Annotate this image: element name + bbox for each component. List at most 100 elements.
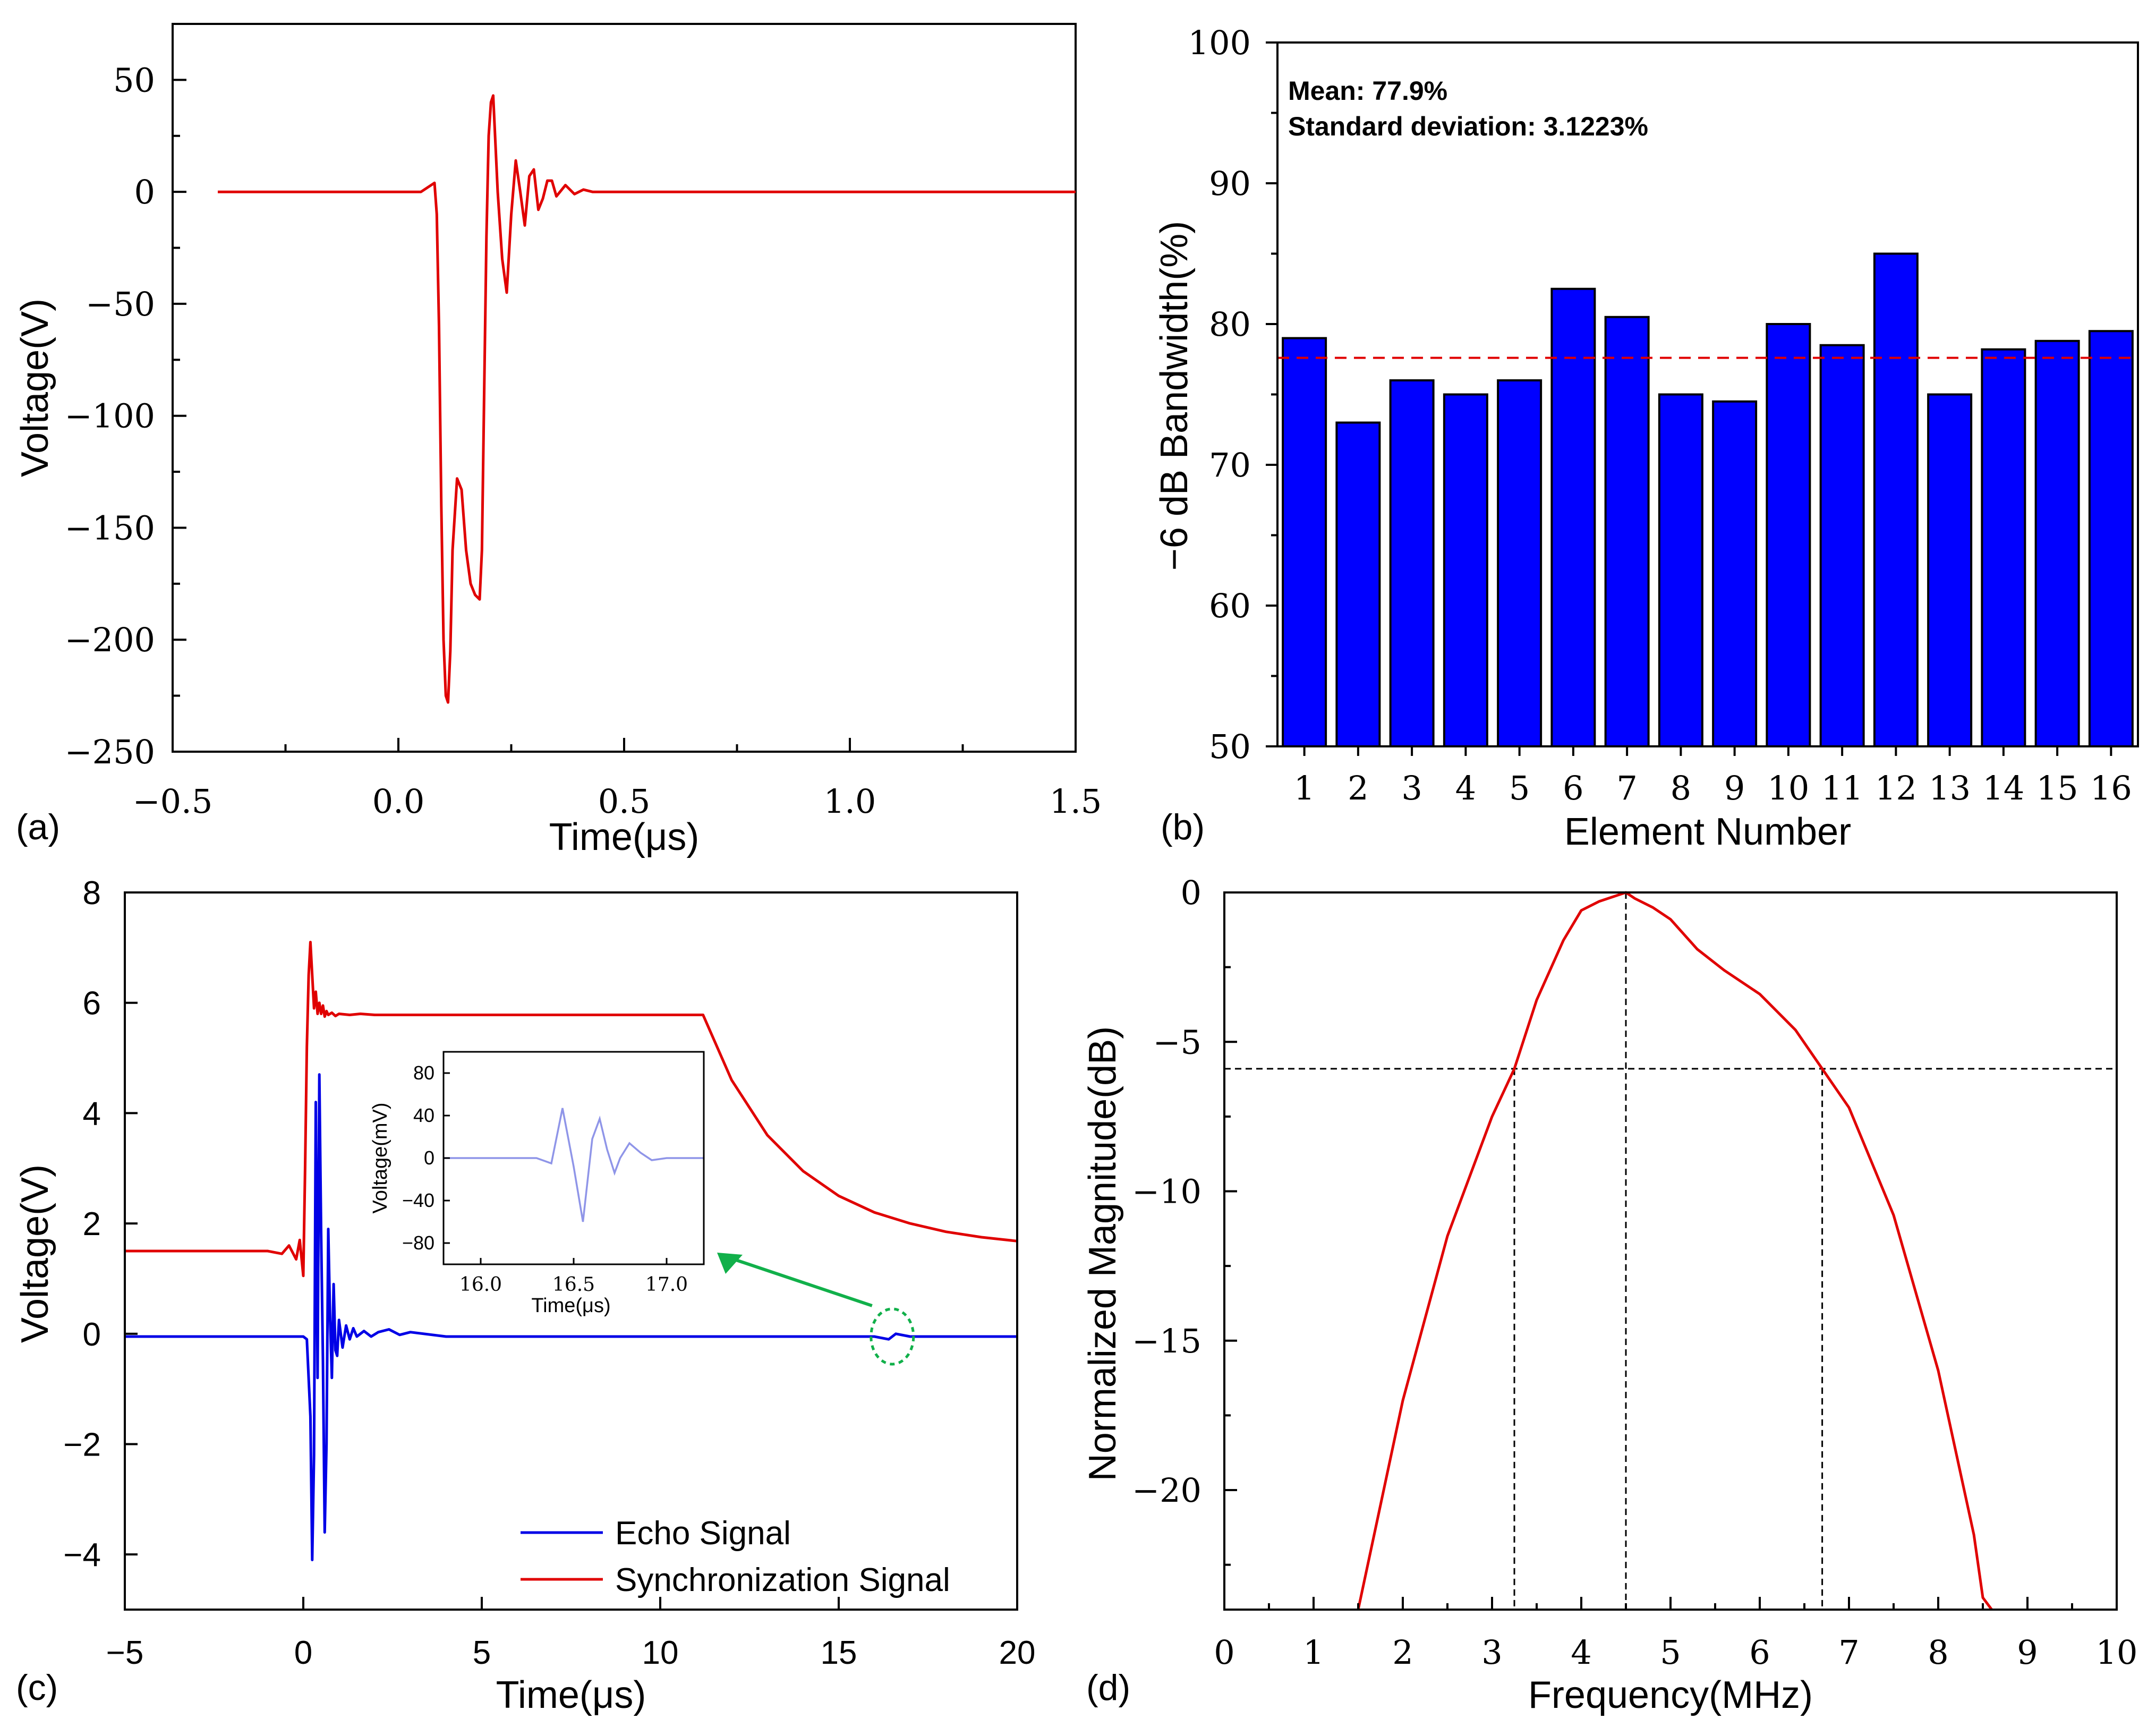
y-tick-label: −10 — [1132, 1172, 1201, 1211]
y-axis-label: Voltage(V) — [14, 1164, 56, 1343]
x-tick-label: 11 — [1821, 769, 1863, 807]
x-tick-label: 3 — [1481, 1633, 1502, 1672]
plot-frame — [1223, 891, 2118, 1611]
y-tick-label: −4 — [63, 1537, 101, 1573]
series-line — [218, 94, 1076, 704]
x-tick-label: 1 — [1294, 769, 1315, 807]
legend-label: Synchronization Signal — [615, 1562, 950, 1598]
y-tick-label: 6 — [83, 985, 101, 1022]
panel-label: (a) — [16, 807, 60, 847]
bar — [1927, 393, 1973, 747]
bar — [2088, 330, 2134, 747]
panel-label: (d) — [1086, 1668, 1130, 1708]
bar — [1712, 400, 1758, 747]
y-tick-label: 100 — [1188, 23, 1251, 62]
bar — [1819, 344, 1865, 747]
x-tick-label: 10 — [1767, 769, 1809, 807]
echo-signal-line — [125, 1073, 1017, 1561]
y-tick-label: 80 — [1209, 305, 1251, 344]
y-tick-label: 90 — [1209, 164, 1251, 203]
x-tick-label: 2 — [1348, 769, 1368, 807]
callout-arrow — [732, 1257, 873, 1307]
x-tick-label: 15 — [821, 1635, 857, 1671]
inset-chart: 16.0 16.5 17.0 80 40 0 −40 −80 Time(μs) Voltage(m… — [369, 1051, 705, 1317]
x-tick-label: 6 — [1749, 1633, 1770, 1672]
y-tick-label: −150 — [65, 508, 155, 547]
y-tick-label: −250 — [65, 733, 155, 771]
x-tick-label: 13 — [1929, 769, 1971, 807]
y-tick-label: 0 — [1181, 873, 1201, 912]
x-tick-label: 5 — [1660, 1633, 1681, 1672]
x-tick-label: 10 — [642, 1635, 679, 1671]
y-tick-label: 50 — [113, 61, 155, 99]
y-tick-label: 0 — [83, 1316, 101, 1353]
y-tick-label: −2 — [63, 1426, 101, 1463]
highlight-circle — [870, 1307, 915, 1366]
mean-annotation: Mean: 77.9% — [1288, 76, 1447, 106]
inset-x-tick-label: 16.0 — [459, 1274, 502, 1296]
y-tick-label: −15 — [1132, 1322, 1201, 1360]
y-tick-label: −20 — [1132, 1471, 1201, 1510]
panel-b: 1 2 3 4 5 6 7 8 9 10 11 12 13 14 15 165060708090100Mean… — [1153, 23, 2139, 853]
std-annotation: Standard deviation: 3.1223% — [1288, 112, 1648, 141]
x-tick-label: 0 — [1214, 1633, 1234, 1672]
x-axis-label: Frequency(MHz) — [1528, 1674, 1813, 1716]
y-axis-label: −6 dB Bandwidth(%) — [1153, 221, 1196, 571]
y-tick-label: 0 — [134, 173, 155, 211]
series-line — [1357, 891, 1993, 1611]
plot-frame — [172, 23, 1077, 753]
y-tick-label: 60 — [1209, 586, 1251, 625]
legend-label: Echo Signal — [615, 1515, 791, 1552]
inset-y-tick-label: −80 — [402, 1232, 434, 1254]
x-tick-label: 15 — [2036, 769, 2078, 807]
x-tick-label: 9 — [1724, 769, 1745, 807]
y-tick-label: 8 — [83, 875, 101, 912]
bar — [1604, 316, 1650, 747]
sync-signal-line — [125, 941, 1018, 1278]
x-axis-label: Time(μs) — [549, 816, 700, 858]
bar — [1443, 393, 1488, 747]
inset-x-axis-label: Time(μs) — [531, 1295, 610, 1317]
bar — [1335, 421, 1381, 747]
legend: Echo Signal Synchronization Signal — [521, 1515, 950, 1598]
inset-y-tick-label: −40 — [402, 1189, 434, 1211]
x-tick-label: 12 — [1875, 769, 1917, 807]
x-tick-label: 20 — [999, 1635, 1036, 1671]
y-tick-label: 70 — [1209, 446, 1251, 484]
x-tick-label: 0 — [294, 1635, 312, 1671]
y-tick-label: −100 — [65, 397, 155, 436]
panel-label: (b) — [1161, 807, 1205, 847]
bar — [1497, 379, 1543, 747]
y-tick-label: 50 — [1209, 727, 1251, 766]
bar — [1766, 323, 1811, 747]
x-tick-label: 5 — [1509, 769, 1530, 807]
x-tick-label: 7 — [1616, 769, 1637, 807]
panel-d: 0 1 2 3 4 5 6 7 8 9 10 0 −5 −10 −15 −20 Frequency(MHz) No… — [1081, 873, 2137, 1716]
x-tick-label: −0.5 — [133, 782, 213, 821]
y-tick-label: 4 — [83, 1095, 101, 1132]
y-axis-label: Normalized Magnitude(dB) — [1081, 1026, 1124, 1481]
y-tick-label: −5 — [1153, 1023, 1201, 1061]
x-tick-label: 6 — [1563, 769, 1583, 807]
inset-y-tick-label: 0 — [424, 1147, 434, 1169]
x-axis-label: Element Number — [1564, 811, 1851, 853]
y-tick-label: 2 — [83, 1206, 101, 1243]
bar — [1389, 379, 1435, 747]
bar — [1981, 348, 2026, 747]
plot-frame — [124, 891, 1018, 1611]
inset-y-axis-label: Voltage(mV) — [369, 1102, 391, 1213]
x-tick-label: 3 — [1401, 769, 1422, 807]
x-tick-label: 0.0 — [372, 782, 425, 821]
panel-a: −0.5 0.0 0.5 1.0 1.5 50 0 −50 −100 −150 −200 −250 Ti… — [14, 23, 1102, 858]
y-tick-label: −200 — [65, 620, 155, 659]
y-axis-label: Voltage(V) — [14, 299, 56, 477]
x-tick-label: 5 — [473, 1635, 491, 1671]
x-tick-label: 14 — [1982, 769, 2024, 807]
x-tick-label: −5 — [106, 1635, 144, 1671]
x-tick-label: 8 — [1928, 1633, 1948, 1672]
x-tick-label: 1.5 — [1050, 782, 1102, 821]
bar — [2034, 339, 2080, 747]
x-tick-label: 4 — [1455, 769, 1476, 807]
